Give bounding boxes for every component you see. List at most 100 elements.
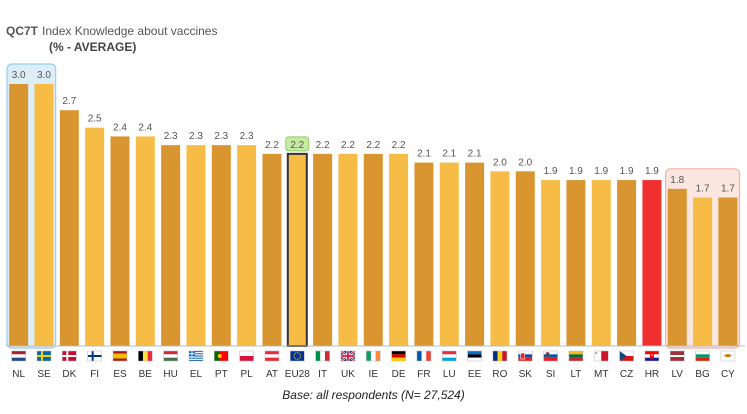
bar-bg: [693, 197, 713, 346]
lt-flag-icon: [568, 350, 584, 362]
category-label-cz: CZ: [620, 369, 633, 380]
chart-title: Index Knowledge about vaccines: [42, 24, 218, 38]
value-label-pl: 2.3: [240, 131, 254, 142]
bar-ro: [490, 171, 510, 346]
bar-dk: [59, 110, 79, 346]
bar-eu28: [286, 152, 308, 347]
category-label-uk: UK: [341, 369, 355, 380]
category-label-lv: LV: [671, 369, 683, 380]
ro-flag-icon: [492, 350, 508, 362]
bar-hr: [642, 180, 662, 346]
category-label-el: EL: [190, 369, 203, 380]
category-label-de: DE: [392, 369, 406, 380]
ee-flag-icon: [467, 350, 482, 362]
nl-flag-icon: [11, 350, 26, 362]
bar-uk: [338, 153, 358, 346]
mt-flag-icon: [594, 350, 609, 362]
value-label-lv: 1.8: [670, 175, 684, 186]
category-label-se: SE: [37, 369, 51, 380]
value-label-fr: 2.1: [417, 149, 431, 160]
hu-flag-icon: [163, 350, 178, 362]
bar-nl: [9, 84, 29, 346]
bg-flag-icon: [695, 350, 710, 362]
category-label-cy: CY: [721, 369, 735, 380]
value-label-ro: 2.0: [493, 157, 507, 168]
question-code: QC7T: [6, 24, 39, 38]
value-label-mt: 1.9: [594, 166, 608, 177]
pt-flag-icon: [214, 350, 229, 362]
bar-cy: [718, 197, 738, 346]
category-label-be: BE: [139, 369, 153, 380]
category-label-sk: SK: [519, 369, 533, 380]
se-flag-icon: [36, 350, 52, 362]
value-label-bg: 1.7: [696, 184, 710, 195]
category-label-ie: IE: [369, 369, 379, 380]
cz-flag-icon: [619, 350, 634, 362]
uk-flag-icon: [340, 350, 356, 362]
value-label-pt: 2.3: [214, 131, 228, 142]
bar-de: [389, 153, 409, 346]
value-label-eu28: 2.2: [290, 140, 304, 151]
value-label-fi: 2.5: [88, 114, 102, 125]
bar-fr: [414, 162, 434, 346]
category-label-lt: LT: [570, 369, 581, 380]
value-label-hr: 1.9: [645, 166, 659, 177]
bar-be: [135, 136, 155, 346]
value-label-de: 2.2: [392, 140, 406, 151]
category-label-si: SI: [546, 369, 555, 380]
value-label-es: 2.4: [113, 122, 127, 133]
bar-se: [34, 84, 54, 346]
bar-es: [110, 136, 130, 346]
de-flag-icon: [391, 350, 406, 362]
bar-pt: [211, 145, 231, 346]
bar-lu: [439, 162, 459, 346]
bar-hu: [161, 145, 181, 346]
lv-flag-icon: [669, 350, 685, 362]
value-label-lu: 2.1: [442, 149, 456, 160]
value-label-el: 2.3: [189, 131, 203, 142]
bar-el: [186, 145, 206, 346]
category-label-nl: NL: [12, 369, 25, 380]
dk-flag-icon: [62, 350, 77, 362]
category-label-it: IT: [318, 369, 327, 380]
value-label-be: 2.4: [138, 122, 152, 133]
base-note: Base: all respondents (N= 27,524): [282, 388, 465, 402]
be-flag-icon: [138, 350, 153, 362]
category-label-fi: FI: [90, 369, 99, 380]
value-label-si: 1.9: [544, 166, 558, 177]
category-label-lu: LU: [443, 369, 456, 380]
category-label-hr: HR: [645, 369, 659, 380]
hr-flag-icon: [644, 350, 660, 362]
value-label-lt: 1.9: [569, 166, 583, 177]
pl-flag-icon: [239, 350, 254, 362]
bar-cz: [617, 180, 637, 346]
category-label-bg: BG: [695, 369, 710, 380]
value-label-dk: 2.7: [62, 96, 76, 107]
value-label-cy: 1.7: [721, 184, 735, 195]
sk-flag-icon: [518, 350, 533, 362]
value-label-uk: 2.2: [341, 140, 355, 151]
cy-flag-icon: [720, 350, 736, 362]
bar-ee: [465, 162, 485, 346]
fr-flag-icon: [416, 350, 432, 362]
eu-flag-icon: [290, 350, 305, 362]
category-label-es: ES: [113, 369, 127, 380]
value-label-nl: 3.0: [12, 70, 26, 81]
bar-fi: [85, 127, 105, 347]
value-label-ie: 2.2: [366, 140, 380, 151]
category-label-hu: HU: [163, 369, 177, 380]
lu-flag-icon: [442, 350, 457, 362]
ie-flag-icon: [366, 350, 381, 362]
category-label-ro: RO: [492, 369, 507, 380]
bar-pl: [237, 145, 257, 346]
value-label-cz: 1.9: [620, 166, 634, 177]
average-value-box: [285, 136, 310, 152]
it-flag-icon: [315, 350, 330, 362]
bar-si: [541, 180, 561, 346]
category-label-at: AT: [266, 369, 278, 380]
el-flag-icon: [188, 350, 204, 362]
value-label-it: 2.2: [316, 140, 330, 151]
chart-subtitle: (% - AVERAGE): [49, 40, 137, 54]
value-label-se: 3.0: [37, 70, 51, 81]
